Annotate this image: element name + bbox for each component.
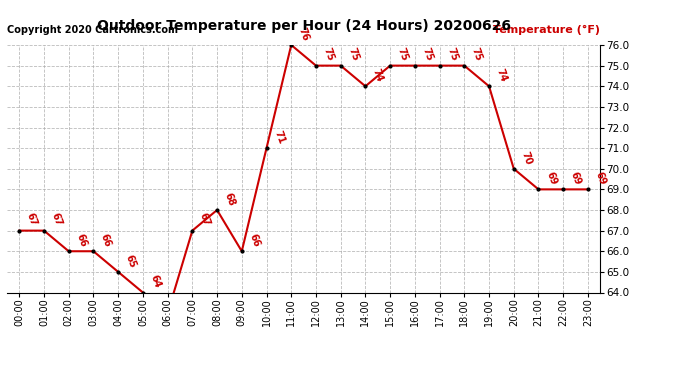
Text: 69: 69 xyxy=(569,171,583,187)
Text: 66: 66 xyxy=(247,232,262,249)
Text: 75: 75 xyxy=(395,47,410,63)
Text: 66: 66 xyxy=(75,232,88,249)
Text: 74: 74 xyxy=(495,68,509,84)
Text: 64: 64 xyxy=(148,274,162,290)
Text: 74: 74 xyxy=(371,68,385,84)
Text: 76: 76 xyxy=(297,26,310,42)
Text: 67: 67 xyxy=(198,212,212,228)
Text: 70: 70 xyxy=(520,150,533,166)
Text: 63: 63 xyxy=(0,374,1,375)
Text: Temperature (°F): Temperature (°F) xyxy=(493,25,600,35)
Text: 68: 68 xyxy=(223,191,237,207)
Text: 71: 71 xyxy=(272,129,286,146)
Text: 66: 66 xyxy=(99,232,113,249)
Text: 75: 75 xyxy=(346,47,360,63)
Text: 65: 65 xyxy=(124,253,138,269)
Text: Copyright 2020 Cartronics.com: Copyright 2020 Cartronics.com xyxy=(7,25,178,35)
Text: 67: 67 xyxy=(25,212,39,228)
Text: 75: 75 xyxy=(322,47,335,63)
Text: 75: 75 xyxy=(445,47,459,63)
Text: 67: 67 xyxy=(50,212,63,228)
Text: Outdoor Temperature per Hour (24 Hours) 20200626: Outdoor Temperature per Hour (24 Hours) … xyxy=(97,19,511,33)
Text: 69: 69 xyxy=(544,171,558,187)
Text: 75: 75 xyxy=(420,47,435,63)
Text: 69: 69 xyxy=(593,171,607,187)
Text: 75: 75 xyxy=(470,47,484,63)
